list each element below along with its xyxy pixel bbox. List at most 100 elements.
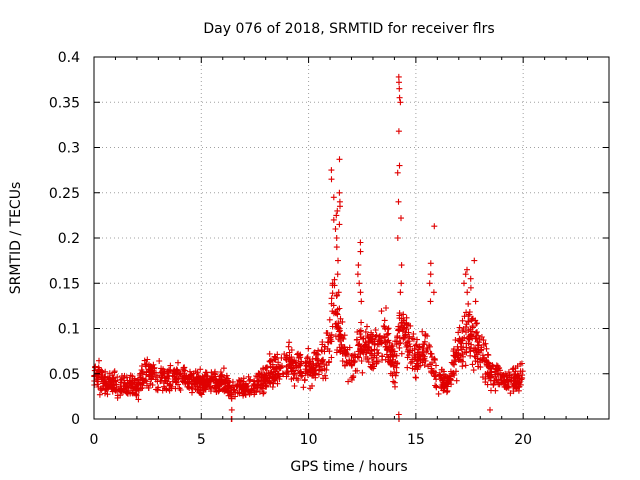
- data-point: [151, 369, 158, 376]
- data-point: [471, 257, 478, 264]
- data-point: [355, 354, 362, 361]
- data-point: [275, 359, 282, 366]
- data-point: [421, 355, 428, 362]
- data-point: [442, 377, 449, 384]
- data-point: [143, 378, 150, 385]
- data-point: [464, 289, 471, 296]
- data-point: [94, 375, 101, 381]
- data-point: [117, 377, 124, 384]
- data-point: [381, 333, 388, 340]
- data-point: [505, 384, 512, 391]
- data-point: [328, 176, 335, 183]
- data-point: [200, 387, 207, 394]
- data-point: [500, 371, 507, 378]
- data-point: [358, 319, 365, 326]
- data-point: [279, 362, 285, 369]
- data-point: [355, 341, 362, 348]
- data-point: [112, 378, 119, 385]
- data-point: [349, 352, 356, 359]
- data-point: [307, 385, 314, 392]
- data-point: [457, 343, 464, 350]
- data-point: [328, 295, 335, 302]
- data-point: [333, 212, 340, 219]
- data-point: [156, 358, 163, 364]
- data-point: [319, 339, 326, 345]
- data-point: [318, 363, 325, 370]
- x-tick-label: 5: [197, 432, 206, 448]
- data-point: [467, 275, 474, 282]
- data-point: [221, 388, 228, 395]
- data-point: [514, 372, 521, 379]
- data-point: [172, 368, 178, 375]
- data-point: [398, 280, 405, 287]
- data-point: [426, 280, 433, 287]
- data-point: [379, 353, 385, 360]
- data-point: [341, 344, 348, 350]
- data-point: [116, 387, 123, 393]
- data-point: [223, 372, 230, 379]
- data-point: [163, 386, 170, 393]
- data-point: [96, 391, 103, 398]
- data-point: [510, 381, 517, 388]
- data-point: [135, 376, 142, 383]
- data-point: [194, 383, 201, 390]
- data-point: [420, 345, 427, 351]
- data-point: [139, 384, 146, 391]
- data-point: [124, 390, 131, 397]
- data-point: [233, 383, 240, 390]
- data-point: [283, 352, 290, 359]
- data-point: [194, 369, 201, 376]
- data-point: [401, 317, 407, 324]
- y-tick-label: 0.1: [58, 322, 80, 338]
- data-point: [341, 347, 348, 354]
- data-point: [480, 337, 487, 344]
- data-point: [467, 352, 474, 359]
- data-point: [471, 333, 477, 340]
- data-point: [359, 369, 366, 376]
- data-point: [396, 79, 402, 86]
- data-point: [101, 377, 107, 384]
- data-point: [275, 371, 282, 378]
- data-point: [507, 390, 514, 397]
- data-point: [380, 323, 387, 330]
- data-point: [96, 366, 103, 373]
- data-point: [102, 385, 109, 392]
- data-point: [330, 216, 337, 223]
- data-point: [362, 343, 369, 350]
- data-point: [212, 368, 218, 375]
- data-point: [385, 330, 392, 337]
- data-point: [461, 280, 467, 287]
- y-tick-label: 0.2: [58, 231, 80, 247]
- data-point: [337, 337, 344, 344]
- data-point: [120, 383, 127, 389]
- data-point: [396, 85, 403, 92]
- data-point: [165, 376, 172, 382]
- data-point: [328, 167, 335, 174]
- data-point: [273, 374, 280, 381]
- data-point: [334, 271, 341, 278]
- data-point: [468, 341, 475, 348]
- data-point: [462, 271, 469, 278]
- data-point: [431, 373, 438, 380]
- data-point: [260, 366, 266, 373]
- data-point: [173, 376, 180, 383]
- data-point: [465, 327, 472, 334]
- data-point: [283, 373, 290, 380]
- data-point: [250, 385, 257, 392]
- data-point: [407, 360, 414, 367]
- data-point: [160, 366, 167, 373]
- data-point: [305, 345, 312, 352]
- data-point: [92, 364, 99, 371]
- data-point: [315, 351, 322, 358]
- data-point: [189, 381, 196, 388]
- data-point: [157, 369, 164, 376]
- data-point: [336, 221, 343, 228]
- data-point: [410, 331, 417, 337]
- grid-lines: [94, 57, 609, 419]
- data-point: [422, 331, 429, 338]
- data-point: [217, 369, 224, 375]
- data-point: [337, 203, 343, 210]
- data-point: [236, 378, 243, 385]
- data-point: [357, 248, 364, 255]
- data-point: [452, 337, 459, 343]
